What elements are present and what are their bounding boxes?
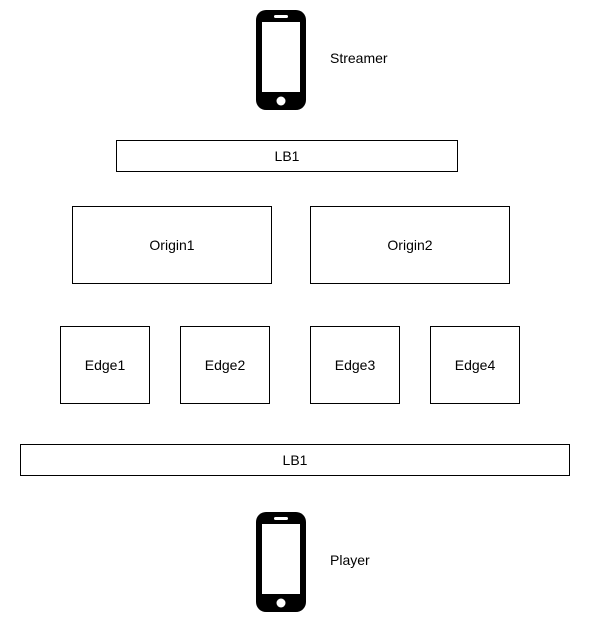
edge2-text: Edge2 [205,357,245,373]
origin1-box: Origin1 [72,206,272,284]
edge3-box: Edge3 [310,326,400,404]
edge3-text: Edge3 [335,357,375,373]
edge4-box: Edge4 [430,326,520,404]
edge1-box: Edge1 [60,326,150,404]
lb-bottom-box: LB1 [20,444,570,476]
player-label: Player [330,552,370,568]
phone-icon [252,512,310,612]
origin1-text: Origin1 [149,237,194,253]
origin2-text: Origin2 [387,237,432,253]
lb-top-text: LB1 [275,148,300,164]
lb-top-box: LB1 [116,140,458,172]
edge4-text: Edge4 [455,357,495,373]
edge2-box: Edge2 [180,326,270,404]
edge1-text: Edge1 [85,357,125,373]
origin2-box: Origin2 [310,206,510,284]
phone-icon [252,10,310,110]
diagram-canvas: Streamer LB1 Origin1 Origin2 Edge1 Edge2… [0,0,592,633]
lb-bottom-text: LB1 [283,452,308,468]
player-label-text: Player [330,552,370,568]
streamer-label-text: Streamer [330,50,388,66]
streamer-label: Streamer [330,50,388,66]
